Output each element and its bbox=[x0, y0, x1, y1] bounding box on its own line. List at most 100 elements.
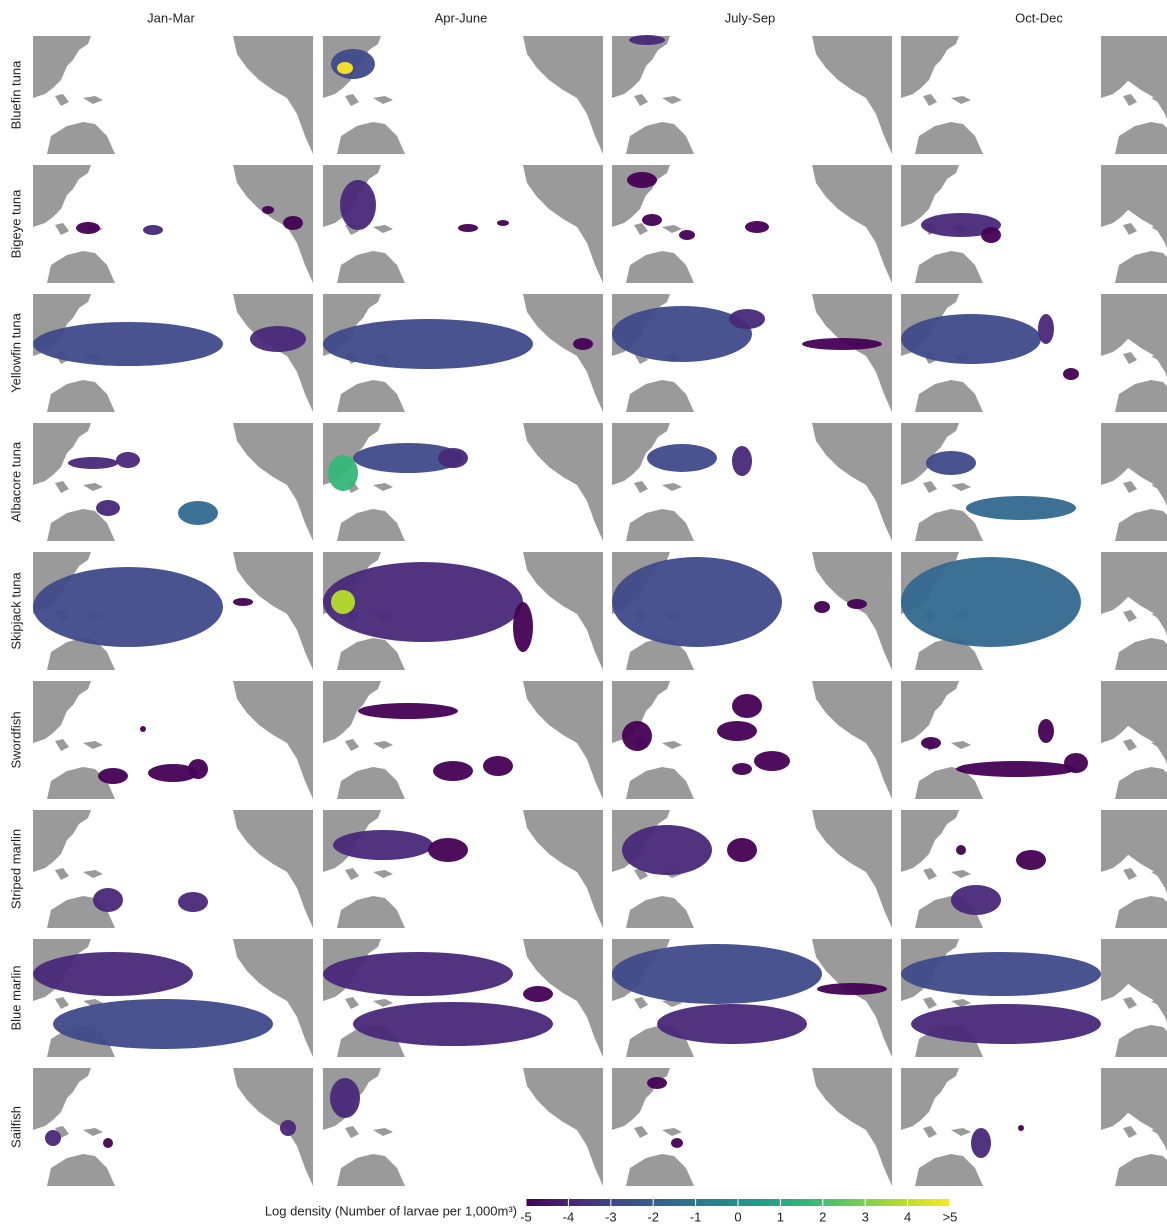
map-panel bbox=[33, 294, 313, 412]
density-area bbox=[45, 1130, 61, 1146]
fish-body bbox=[1118, 657, 1158, 667]
density-area bbox=[802, 338, 882, 350]
fish-body bbox=[1118, 270, 1158, 280]
density-area bbox=[428, 838, 468, 862]
density-area bbox=[497, 220, 509, 226]
density-area bbox=[754, 751, 790, 771]
density-area bbox=[98, 768, 128, 784]
density-area bbox=[280, 1120, 296, 1136]
density-area bbox=[328, 455, 358, 491]
row-label: Bigeye tuna bbox=[8, 189, 23, 258]
land bbox=[323, 423, 603, 541]
fish-body bbox=[1118, 1044, 1158, 1054]
density-area bbox=[814, 601, 830, 613]
density-area bbox=[612, 306, 752, 362]
map-panel bbox=[33, 939, 313, 1057]
density-area bbox=[33, 952, 193, 996]
fish-body bbox=[1118, 528, 1158, 538]
colorbar-tick-label: -1 bbox=[690, 1209, 702, 1224]
map-panel bbox=[323, 165, 603, 283]
fish-body bbox=[1118, 786, 1158, 796]
density-area bbox=[956, 761, 1076, 777]
row-label: Yellowfin tuna bbox=[8, 312, 23, 393]
density-area bbox=[33, 567, 223, 647]
map-panel bbox=[612, 165, 892, 283]
density-area bbox=[76, 222, 100, 234]
map-panel bbox=[612, 552, 892, 670]
map-panel bbox=[323, 681, 603, 799]
row-label: Blue marlin bbox=[8, 965, 23, 1030]
density-area bbox=[971, 1128, 991, 1158]
density-area bbox=[647, 444, 717, 472]
colorbar-tick-label: -5 bbox=[520, 1209, 532, 1224]
density-area bbox=[817, 983, 887, 995]
map-panel bbox=[612, 35, 892, 154]
map-panel bbox=[33, 681, 313, 799]
density-area bbox=[53, 999, 273, 1049]
density-area bbox=[283, 216, 303, 230]
density-area bbox=[438, 448, 468, 468]
land bbox=[612, 423, 892, 541]
density-area bbox=[966, 496, 1076, 520]
density-area bbox=[93, 888, 123, 912]
colorbar-tick-label: 2 bbox=[819, 1209, 826, 1224]
density-area bbox=[331, 49, 375, 79]
density-area bbox=[956, 845, 966, 855]
map-panel bbox=[612, 294, 892, 412]
row-label: Skipjack tuna bbox=[8, 572, 23, 650]
density-area bbox=[647, 1077, 667, 1089]
figure: Log density (Number of larvae per 1,000m… bbox=[0, 0, 1167, 1224]
density-area bbox=[1063, 368, 1079, 380]
colorbar-tick-label: -2 bbox=[647, 1209, 659, 1224]
density-area bbox=[951, 885, 1001, 915]
density-area bbox=[679, 230, 695, 240]
map-panel bbox=[323, 36, 603, 154]
land bbox=[33, 1068, 313, 1186]
row-label: Bluefin tuna bbox=[8, 60, 23, 129]
density-area bbox=[188, 759, 208, 779]
fish-body bbox=[1118, 399, 1158, 409]
density-area bbox=[729, 309, 765, 329]
colorbar-tick-label: 0 bbox=[734, 1209, 741, 1224]
density-area bbox=[1038, 719, 1054, 743]
density-area bbox=[622, 825, 712, 875]
density-area bbox=[250, 326, 306, 352]
density-area bbox=[732, 446, 752, 476]
colorbar-tick-label: >5 bbox=[943, 1209, 958, 1224]
density-area bbox=[981, 227, 1001, 243]
map-panel bbox=[33, 165, 313, 283]
colorbar-tick-label: 1 bbox=[777, 1209, 784, 1224]
density-area bbox=[717, 721, 757, 741]
density-area bbox=[330, 1078, 360, 1118]
density-area bbox=[233, 598, 253, 606]
colorbar-tick-label: -3 bbox=[605, 1209, 617, 1224]
density-area bbox=[911, 1004, 1101, 1044]
density-area bbox=[262, 206, 274, 214]
column-header: Oct-Dec bbox=[1015, 10, 1063, 25]
density-area bbox=[901, 557, 1081, 647]
density-area bbox=[523, 986, 553, 1002]
density-area bbox=[331, 590, 355, 614]
density-area bbox=[337, 62, 353, 74]
density-area bbox=[178, 501, 218, 525]
fish-body bbox=[1118, 915, 1158, 925]
density-area bbox=[921, 737, 941, 749]
map-panel bbox=[612, 939, 892, 1057]
density-area bbox=[612, 944, 822, 1004]
density-area bbox=[33, 322, 223, 366]
density-area bbox=[513, 602, 533, 652]
map-panel bbox=[33, 36, 313, 154]
density-area bbox=[358, 703, 458, 719]
density-area bbox=[732, 694, 762, 718]
map-panel bbox=[33, 552, 313, 670]
density-area bbox=[96, 500, 120, 516]
density-area bbox=[178, 892, 208, 912]
map-panel bbox=[323, 1068, 603, 1186]
colorbar-tick-label: 4 bbox=[904, 1209, 911, 1224]
density-area bbox=[143, 225, 163, 235]
density-area bbox=[745, 221, 769, 233]
density-area bbox=[333, 830, 433, 860]
density-area bbox=[657, 1004, 807, 1044]
density-area bbox=[353, 1002, 553, 1046]
density-area bbox=[629, 35, 665, 45]
